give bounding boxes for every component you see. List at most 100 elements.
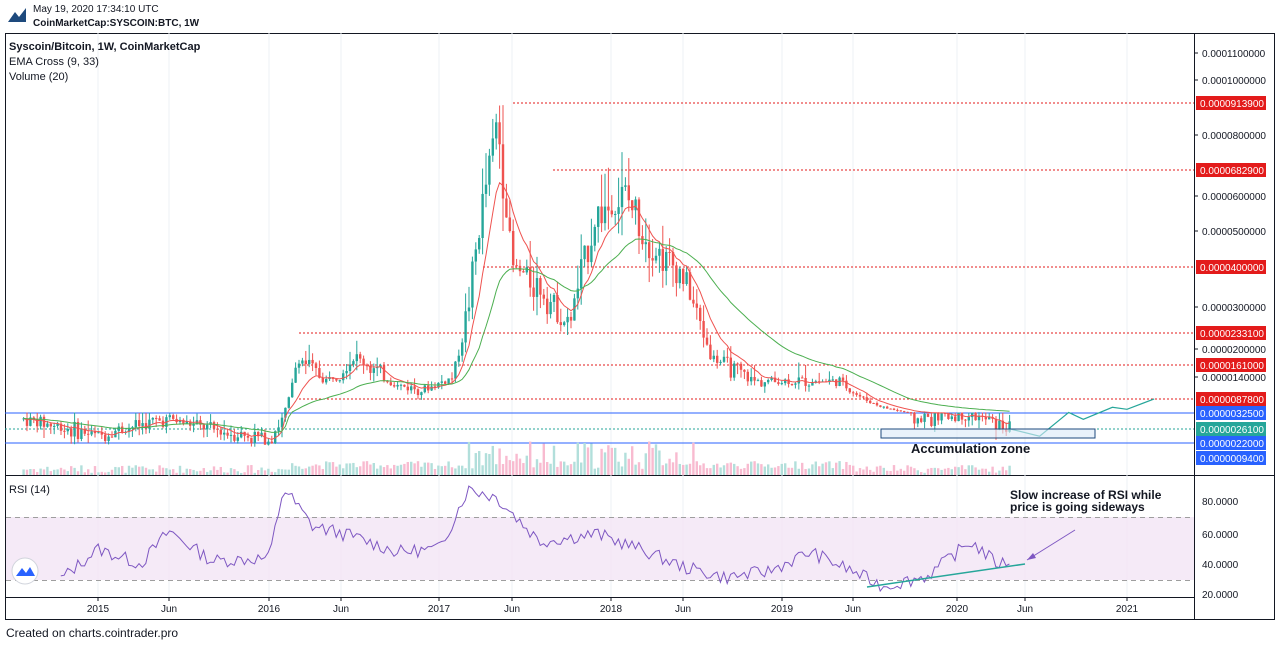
volume-bar: [804, 468, 807, 475]
volume-bar: [607, 445, 610, 475]
candle: [144, 413, 148, 434]
volume-bar: [70, 466, 73, 475]
price-axis[interactable]: 0.0001100000 0.0001000000 0.0000800000 0.00…: [1194, 49, 1266, 384]
volume-bar: [185, 468, 188, 475]
volume-bar: [178, 465, 182, 475]
candle: [967, 412, 970, 427]
candle: [546, 286, 549, 324]
volume-bar: [512, 461, 515, 475]
candle: [964, 418, 967, 428]
volume-bar: [90, 472, 93, 475]
volume-bar: [722, 465, 726, 475]
candle: [726, 347, 729, 363]
price-tick-label: 0.0000140000: [1202, 373, 1266, 384]
candle: [600, 174, 603, 233]
volume-bar: [63, 469, 66, 475]
candle: [576, 265, 579, 310]
candle: [896, 408, 899, 412]
candle: [100, 427, 103, 440]
chart-container[interactable]: Accumulation zone Syscoin/Bitcoin, 1W, C…: [5, 33, 1275, 621]
volume-bar: [753, 461, 756, 475]
time-tick-label: Jun: [675, 604, 691, 615]
time-tick-label: 2017: [428, 604, 451, 615]
volume-bar: [852, 465, 855, 475]
candle: [56, 421, 59, 429]
volume-bar: [756, 463, 760, 475]
candle: [512, 219, 515, 273]
volume-bar: [522, 463, 525, 475]
volume-bar: [87, 469, 90, 475]
tradingview-badge-icon[interactable]: [11, 557, 39, 585]
candle: [631, 200, 634, 219]
volume-bar: [427, 462, 430, 475]
volume-bar: [505, 455, 508, 475]
volume-bar: [743, 468, 746, 475]
volume-bar: [93, 466, 97, 475]
volume-bar: [576, 442, 579, 475]
volume-bar: [719, 467, 722, 475]
volume-bar: [219, 466, 222, 475]
candle: [342, 369, 345, 384]
candle: [624, 177, 627, 191]
volume-bar: [688, 463, 692, 475]
candle: [580, 234, 583, 305]
candle: [382, 362, 386, 383]
candle: [359, 351, 362, 364]
candle: [767, 378, 770, 385]
candle: [236, 432, 239, 444]
candle: [165, 414, 168, 434]
candle: [733, 360, 736, 381]
volume-bar: [189, 469, 192, 475]
candle: [981, 412, 984, 422]
candle: [209, 414, 212, 428]
candle: [977, 412, 981, 429]
volume-bar: [926, 468, 930, 475]
candle: [284, 407, 287, 422]
volume-bar: [104, 472, 107, 475]
candle: [474, 242, 477, 275]
candle: [634, 196, 637, 225]
candle: [722, 350, 726, 363]
volume-bar: [546, 462, 549, 475]
volume-bar: [801, 462, 804, 475]
volume-bar: [573, 461, 576, 475]
volume-bar: [410, 461, 413, 475]
volume-bar: [172, 469, 175, 475]
volume-bar: [481, 465, 484, 475]
candle: [862, 395, 865, 399]
volume-bar: [467, 441, 471, 475]
time-axis[interactable]: 2015 Jun 2016 Jun 2017 Jun 2018 Jun 2019 Jun 2020 J…: [87, 597, 1139, 615]
volume-bar: [597, 467, 600, 475]
candle: [311, 353, 314, 372]
volume-bar: [634, 464, 637, 475]
candle: [607, 167, 610, 230]
volume-bar: [665, 463, 668, 475]
volume-bar: [586, 447, 590, 475]
candle: [906, 411, 909, 413]
candle: [287, 396, 290, 409]
volume-bar: [148, 469, 151, 475]
volume-bar: [651, 447, 654, 475]
volume-bar: [974, 467, 977, 475]
volume-bar: [114, 466, 117, 475]
price-chart-svg[interactable]: Accumulation zone Syscoin/Bitcoin, 1W, C…: [5, 33, 1275, 621]
candle: [590, 218, 593, 267]
volume-bar: [335, 466, 338, 475]
legend-ema-cross: EMA Cross (9, 33): [9, 56, 99, 68]
price-tick-label: 0.0000300000: [1202, 303, 1266, 314]
volume-bar: [56, 469, 59, 475]
volume-bar: [896, 470, 899, 475]
rsi-series-line: [60, 485, 1010, 593]
candle: [488, 148, 491, 196]
candle: [930, 412, 933, 428]
candle: [603, 173, 607, 231]
candle: [542, 288, 545, 306]
candle: [535, 256, 539, 316]
volume-bar: [549, 463, 552, 475]
volume-bar: [450, 467, 454, 475]
volume-bar: [304, 468, 307, 475]
ema-lines: [23, 181, 1010, 441]
candle: [325, 375, 328, 385]
volume-bar: [736, 466, 739, 475]
volume-bar: [76, 471, 80, 475]
